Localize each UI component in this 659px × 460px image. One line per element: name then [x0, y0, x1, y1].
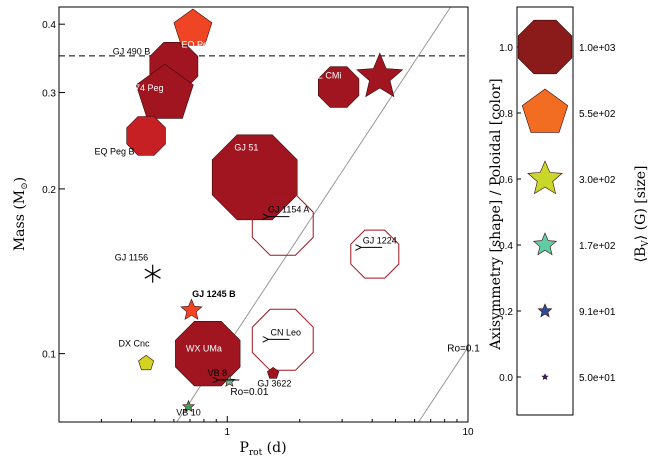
y-tick-label-0-1: 0.1	[42, 350, 56, 361]
marker-gj-3622	[267, 367, 280, 379]
plot-frame	[58, 6, 469, 423]
marker-gj-1224	[350, 229, 400, 279]
main-plot: Ro=0.01 Ro=0.1 GJ 490 B EQ Peg A EV Lac V374 …	[12, 6, 480, 458]
y-tick-label-0-4: 0.4	[42, 20, 56, 31]
legend-size-label: ⟨BV⟩ (G) [size]	[633, 166, 651, 263]
legend-entries: 0.0 0.2 0.4 0.6 0.8 1.0 1.0e+03 5.5e+02 3.0e+02 1…	[499, 19, 616, 384]
label-yz-cmi: YZ CMi	[311, 71, 341, 81]
legend-bv-label-3-0e-02: 3.0e+02	[579, 175, 616, 186]
legend-tick-label-0-0: 0.0	[499, 373, 513, 384]
marker-gj-51	[211, 134, 298, 221]
legend-tick-label-0-6: 0.6	[499, 175, 513, 186]
y-axis-label: Mass (M⊙)	[12, 177, 30, 251]
legend-frame	[516, 6, 574, 416]
legend-bv-label-5-5e-02: 5.5e+02	[579, 109, 616, 120]
marker-vb-10	[182, 399, 195, 413]
legend-marker-5-5e-02	[521, 88, 569, 133]
rossby-curve-ro-0-1	[418, 346, 468, 422]
legend-bv-label-9-1e-01: 9.1e+01	[579, 307, 616, 318]
label-gj-1154-a: GJ 1154 A	[268, 205, 309, 215]
label-gj-51: GJ 51	[234, 143, 258, 153]
marker-v374-peg	[135, 63, 194, 119]
marker-eq-peg-a	[173, 8, 213, 46]
star-labels: Ro=0.01 Ro=0.1 GJ 490 B EQ Peg A EV Lac V374 …	[94, 39, 480, 417]
rossby-label-ro-0-01: Ro=0.01	[230, 387, 269, 398]
x-tick-label-10: 10	[462, 427, 474, 438]
label-gj-490-b: GJ 490 B	[113, 47, 151, 57]
marker-cn-leo	[251, 308, 314, 371]
legend-y-label: Axisymmetry [shape] / Poloidal [color]	[488, 78, 504, 350]
label-eq-peg-b: EQ Peg B	[94, 147, 134, 157]
axis-ticks: 1 10 0.1 0.2 0.3 0.4	[42, 20, 474, 438]
legend-marker-3-0e-02	[527, 160, 563, 195]
star-markers	[126, 8, 404, 413]
marker-ev-lac	[356, 52, 404, 98]
legend-marker-5-0e-01	[541, 373, 549, 380]
legend-panel: Axisymmetry [shape] / Poloidal [color] 0…	[488, 6, 651, 416]
legend-tick-label-0-4: 0.4	[499, 241, 513, 252]
legend-tick-label-0-2: 0.2	[499, 307, 513, 318]
x-tick-label-1: 1	[224, 427, 230, 438]
legend-bv-label-5-0e-01: 5.0e+01	[579, 373, 616, 384]
marker-yz-cmi	[317, 66, 360, 108]
label-vb-10: VB 10	[176, 408, 201, 418]
marker-gj-1156-stroke	[144, 268, 161, 279]
y-tick-label-0-3: 0.3	[42, 89, 56, 100]
legend-marker-9-1e-01	[537, 303, 553, 318]
label-dx-cnc: DX Cnc	[119, 339, 151, 349]
label-v374-peg: V374 Peg	[124, 83, 164, 93]
legend-bv-label-1-7e-02: 1.7e+02	[579, 241, 616, 252]
rossby-label-ro-0-1: Ro=0.1	[447, 343, 480, 354]
marker-gj-1245-b	[180, 298, 203, 320]
marker-vb-8	[222, 374, 236, 387]
label-ev-lac: EV Lac	[354, 41, 384, 51]
legend-bv-label-1-0e-03: 1.0e+03	[579, 43, 616, 54]
marker-gj-1156	[144, 264, 161, 283]
marker-wx-uma	[175, 320, 241, 387]
label-gj-1224: GJ 1224	[363, 235, 397, 245]
label-vb-8: VB 8	[208, 368, 228, 378]
marker-eq-peg-b	[126, 116, 166, 156]
marker-dx-cnc	[138, 354, 155, 371]
label-wx-uma: WX UMa	[186, 343, 222, 353]
legend-marker-1-7e-02	[532, 232, 558, 256]
y-tick-label-0-2: 0.2	[42, 185, 56, 196]
label-gj-1156: GJ 1156	[115, 252, 148, 262]
legend-tick-label-1-0: 1.0	[499, 43, 513, 54]
x-axis-label: Prot (d)	[239, 440, 286, 458]
label-cn-leo: CN Leo	[271, 327, 302, 337]
label-gj-1245-b: GJ 1245 B	[192, 289, 236, 299]
marker-gj-1154-a	[251, 193, 314, 256]
legend-tick-label-0-8: 0.8	[499, 109, 513, 120]
label-eq-peg-a: EQ Peg A	[182, 39, 222, 49]
label-gj-3622: GJ 3622	[257, 379, 291, 389]
legend-marker-1-0e-03	[517, 19, 573, 75]
